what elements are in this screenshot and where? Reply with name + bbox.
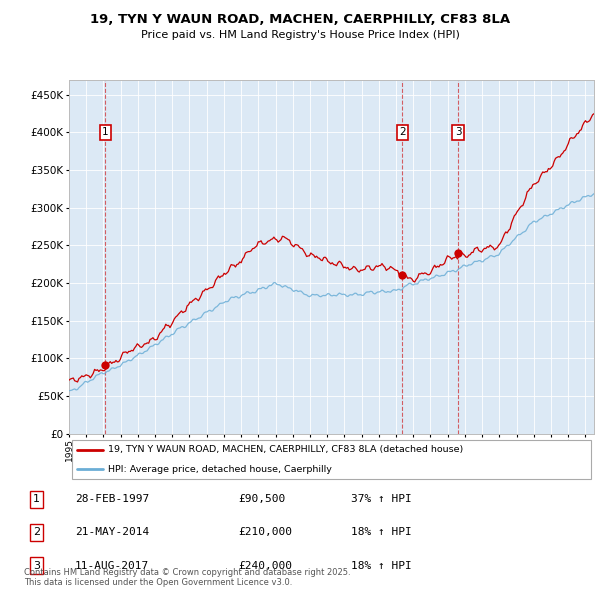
Text: £90,500: £90,500 bbox=[238, 494, 286, 504]
Text: £210,000: £210,000 bbox=[238, 527, 292, 537]
Text: 19, TYN Y WAUN ROAD, MACHEN, CAERPHILLY, CF83 8LA (detached house): 19, TYN Y WAUN ROAD, MACHEN, CAERPHILLY,… bbox=[109, 445, 464, 454]
Text: Contains HM Land Registry data © Crown copyright and database right 2025.
This d: Contains HM Land Registry data © Crown c… bbox=[24, 568, 350, 587]
Text: 3: 3 bbox=[455, 127, 461, 137]
Text: 2: 2 bbox=[399, 127, 406, 137]
Text: 18% ↑ HPI: 18% ↑ HPI bbox=[351, 527, 412, 537]
Text: £240,000: £240,000 bbox=[238, 560, 292, 571]
Text: 3: 3 bbox=[33, 560, 40, 571]
Text: 19, TYN Y WAUN ROAD, MACHEN, CAERPHILLY, CF83 8LA: 19, TYN Y WAUN ROAD, MACHEN, CAERPHILLY,… bbox=[90, 13, 510, 26]
Text: 37% ↑ HPI: 37% ↑ HPI bbox=[351, 494, 412, 504]
Text: 18% ↑ HPI: 18% ↑ HPI bbox=[351, 560, 412, 571]
Text: 1: 1 bbox=[102, 127, 109, 137]
Text: HPI: Average price, detached house, Caerphilly: HPI: Average price, detached house, Caer… bbox=[109, 465, 332, 474]
Text: 11-AUG-2017: 11-AUG-2017 bbox=[75, 560, 149, 571]
Text: Price paid vs. HM Land Registry's House Price Index (HPI): Price paid vs. HM Land Registry's House … bbox=[140, 30, 460, 40]
FancyBboxPatch shape bbox=[71, 440, 592, 479]
Text: 1: 1 bbox=[33, 494, 40, 504]
Text: 28-FEB-1997: 28-FEB-1997 bbox=[75, 494, 149, 504]
Text: 21-MAY-2014: 21-MAY-2014 bbox=[75, 527, 149, 537]
Text: 2: 2 bbox=[33, 527, 40, 537]
